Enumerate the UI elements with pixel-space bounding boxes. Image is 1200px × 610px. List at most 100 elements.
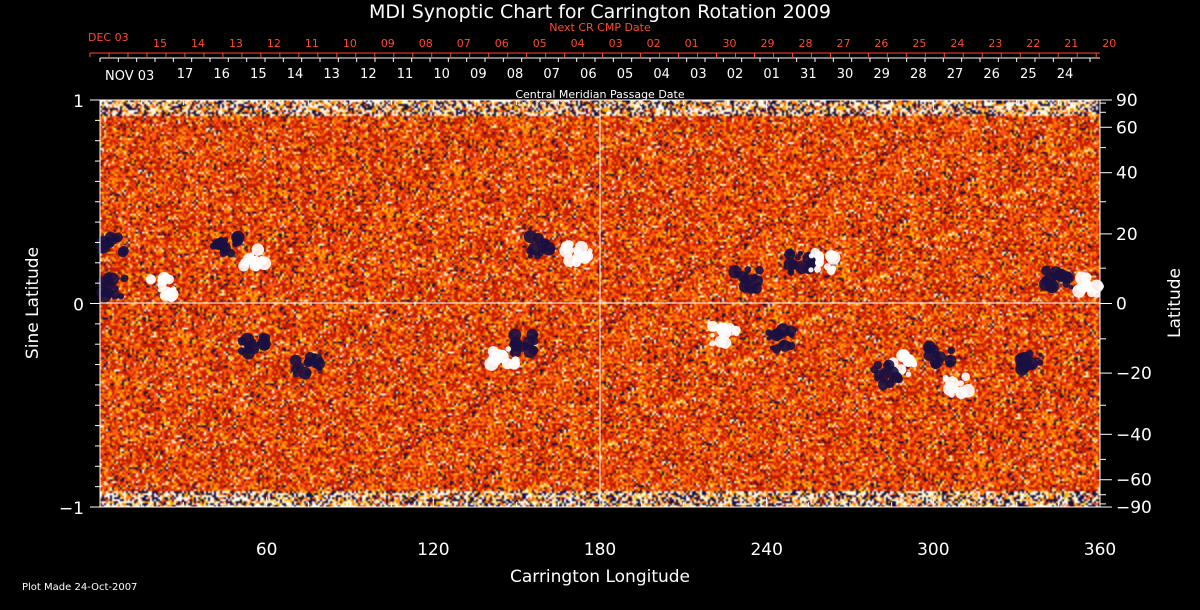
cmp-date: 14 [287, 67, 304, 82]
active-region-negative [922, 340, 957, 370]
next-cmp-date: 15 [153, 37, 167, 50]
next-cmp-date: 28 [798, 37, 812, 50]
y-tick-right-label: 40 [1116, 164, 1138, 184]
y-tick-right-label: −60 [1116, 471, 1152, 491]
cmp-date: 11 [397, 67, 414, 82]
cmp-date: 01 [763, 67, 780, 82]
next-cmp-date: 14 [191, 37, 205, 50]
chart-title: MDI Synoptic Chart for Carrington Rotati… [369, 1, 831, 23]
y-axis-left: 1 0 −1 [59, 92, 100, 519]
active-region-negative [508, 328, 539, 358]
cmp-date: 26 [983, 67, 1000, 82]
cmp-date: 29 [873, 67, 890, 82]
next-cmp-date: 13 [229, 37, 243, 50]
cmp-date: 08 [507, 67, 524, 82]
cmp-date: 06 [580, 67, 597, 82]
x-tick-label: 180 [584, 540, 616, 560]
next-cmp-date: 12 [267, 37, 281, 50]
active-region-negative [237, 332, 271, 360]
next-cmp-start-label: DEC 03 [88, 31, 129, 44]
active-region-positive [942, 372, 975, 400]
x-tick-label: 120 [417, 540, 449, 560]
x-tick-label: 300 [917, 540, 949, 560]
x-axis: 60 120 180 240 300 360 [99, 100, 1116, 560]
cmp-date: 03 [690, 67, 707, 82]
cmp-date: 24 [1057, 67, 1074, 82]
next-cmp-date: 07 [457, 37, 471, 50]
cmp-date: 27 [947, 67, 964, 82]
cmp-date: 25 [1020, 67, 1037, 82]
cmp-date: 04 [653, 67, 670, 82]
next-cmp-date: 30 [723, 37, 737, 50]
next-cmp-date-ticks: 15 14 13 12 11 10 09 08 07 06 05 04 03 02 01 30 29 28 27 26… [89, 37, 1116, 57]
next-cmp-date: 08 [419, 37, 433, 50]
next-cmp-date: 22 [1026, 37, 1040, 50]
cmp-date: 15 [250, 67, 267, 82]
active-region-negative [728, 265, 764, 294]
next-cmp-date: 03 [609, 37, 623, 50]
next-cmp-axis-label: Next CR CMP Date [549, 21, 651, 34]
active-region-positive [888, 349, 918, 378]
cmp-date: 16 [213, 67, 230, 82]
cmp-date: 13 [323, 67, 340, 82]
cmp-date: 31 [800, 67, 817, 82]
active-region-positive [484, 346, 521, 371]
active-region-positive [559, 240, 594, 268]
cmp-start-label: NOV 03 [105, 69, 154, 84]
cmp-date: 10 [433, 67, 450, 82]
active-region-negative [1039, 265, 1074, 294]
next-cmp-date: 29 [761, 37, 775, 50]
y-tick-right-label: 60 [1116, 118, 1138, 138]
active-region-positive [238, 243, 272, 272]
y-tick-right-label: −90 [1116, 498, 1152, 518]
cmp-date: 02 [727, 67, 744, 82]
active-region-negative [765, 323, 797, 354]
next-cmp-date: 27 [836, 37, 850, 50]
active-region-positive [145, 272, 179, 303]
plot-made-note: Plot Made 24-Oct-2007 [22, 582, 137, 593]
active-region-positive [707, 320, 741, 349]
next-cmp-date: 20 [1102, 37, 1116, 50]
y-tick-right-label: −40 [1116, 425, 1152, 445]
y-axis-right: 90 60 40 20 0 −20 −40 −60 −90 [1100, 91, 1152, 518]
x-tick-label: 240 [750, 540, 782, 560]
active-region-positive [1072, 271, 1104, 298]
cmp-date: 30 [837, 67, 854, 82]
cmp-date: 12 [360, 67, 377, 82]
active-region-negative [96, 231, 129, 258]
next-cmp-date: 09 [381, 37, 395, 50]
next-cmp-date: 25 [912, 37, 926, 50]
y-tick-right-label: 90 [1116, 91, 1138, 111]
active-region-negative [209, 230, 245, 258]
y-tick-left-label: 1 [73, 92, 84, 112]
next-cmp-date: 11 [305, 37, 319, 50]
x-tick-label: 60 [256, 540, 278, 560]
next-cmp-date: 24 [950, 37, 964, 50]
next-cmp-date: 04 [571, 37, 585, 50]
cmp-date: 09 [470, 67, 487, 82]
active-region-negative [1014, 349, 1044, 376]
cmp-date: 07 [543, 67, 560, 82]
active-region-negative [870, 359, 903, 390]
y-tick-left-label: −1 [59, 499, 84, 519]
cmp-date: 28 [910, 67, 927, 82]
next-cmp-date: 05 [533, 37, 547, 50]
next-cmp-date: 23 [988, 37, 1002, 50]
next-cmp-date: 06 [495, 37, 509, 50]
next-cmp-date: 01 [685, 37, 699, 50]
cmp-date: 05 [617, 67, 634, 82]
y-axis-right-label: Latitude [1165, 268, 1185, 338]
next-cmp-date: 10 [343, 37, 357, 50]
y-tick-right-label: −20 [1116, 364, 1152, 384]
y-tick-right-label: 0 [1116, 295, 1127, 315]
x-tick-label: 360 [1084, 540, 1116, 560]
cmp-date-ticks: 17 16 15 14 13 12 11 10 09 08 07 06 05 04 03 02 01 31 30 29… [99, 57, 1100, 82]
y-tick-right-label: 20 [1116, 225, 1138, 245]
cmp-date: 17 [177, 67, 194, 82]
y-tick-left-label: 0 [73, 296, 84, 316]
next-cmp-date: 21 [1064, 37, 1078, 50]
next-cmp-date: 02 [647, 37, 661, 50]
y-axis-left-label: Sine Latitude [23, 247, 43, 359]
x-axis-label: Carrington Longitude [510, 567, 690, 587]
